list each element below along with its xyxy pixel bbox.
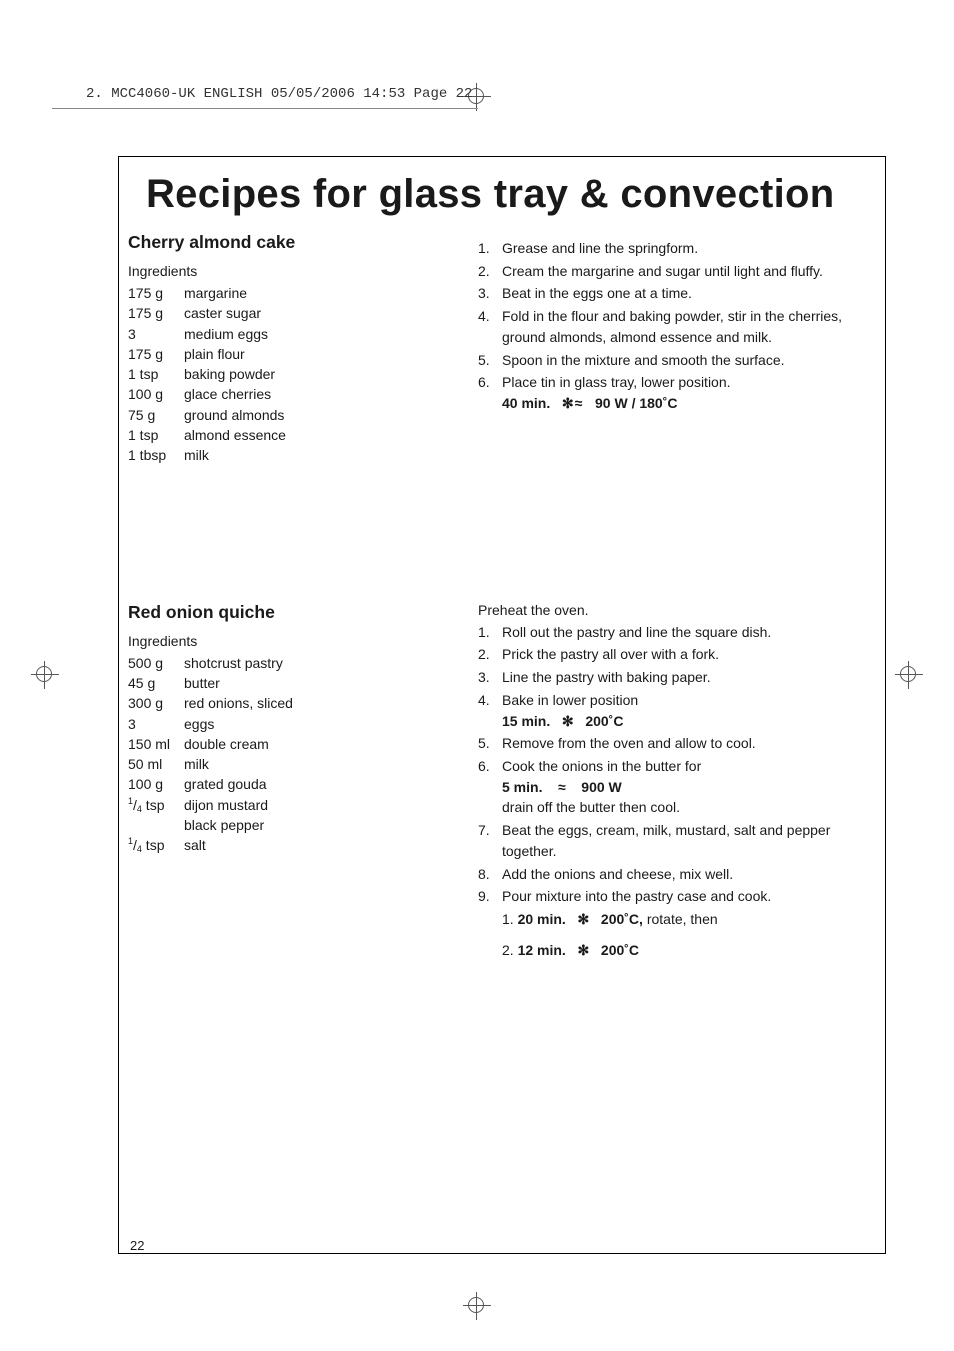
cook-setting: 5 min. 900 W	[502, 779, 622, 795]
ingredient-row: 1 tbspmilk	[128, 445, 458, 465]
ingredient-row: 300 gred onions, sliced	[128, 693, 458, 713]
ingredient-row: 100 gglace cherries	[128, 384, 458, 404]
preheat-text: Preheat the oven.	[478, 602, 878, 618]
ingredient-row: 175 gmargarine	[128, 283, 458, 303]
recipe-2-title: Red onion quiche	[128, 602, 458, 623]
step-text: Pour mixture into the pastry case and co…	[502, 888, 771, 904]
running-header-rule	[52, 108, 478, 109]
recipe-1-title: Cherry almond cake	[128, 232, 458, 253]
ingredients-list: 175 gmargarine 175 gcaster sugar 3medium…	[128, 283, 458, 466]
ingredient-row: 3eggs	[128, 714, 458, 734]
ingredient-row: 100 ggrated gouda	[128, 774, 458, 794]
ingredient-row: 50 mlmilk	[128, 754, 458, 774]
ingredients-list: 500 gshotcrust pastry 45 gbutter 300 gre…	[128, 653, 458, 856]
step: 8.Add the onions and cheese, mix well.	[478, 864, 878, 885]
ingredient-row: 1/4 tspdijon mustard	[128, 795, 458, 815]
method-steps: 1.Grease and line the springform. 2.Crea…	[478, 238, 878, 414]
step: 5.Remove from the oven and allow to cool…	[478, 733, 878, 754]
step: 2.Cream the margarine and sugar until li…	[478, 261, 878, 282]
step-text: Cook the onions in the butter for	[502, 758, 701, 774]
step: 4. Bake in lower position 15 min. 200˚C	[478, 690, 878, 731]
content-columns: Cherry almond cake Ingredients 175 gmarg…	[128, 232, 878, 1010]
step: 5.Spoon in the mixture and smooth the su…	[478, 350, 878, 371]
cook-setting: 2. 12 min. 200˚C	[502, 940, 878, 961]
step-text: Place tin in glass tray, lower position.	[502, 374, 731, 390]
ingredient-row: 1 tspbaking powder	[128, 364, 458, 384]
page: 2. MCC4060-UK ENGLISH 05/05/2006 14:53 P…	[0, 0, 954, 1351]
recipe-2-ingredients-label: Ingredients	[128, 633, 458, 649]
recipe-1-ingredients-label: Ingredients	[128, 263, 458, 279]
crop-mark-right	[894, 660, 924, 690]
step-text: Bake in lower position	[502, 692, 638, 708]
step: 3.Beat in the eggs one at a time.	[478, 283, 878, 304]
ingredient-row: 150 mldouble cream	[128, 734, 458, 754]
ingredient-row: 75 gground almonds	[128, 405, 458, 425]
step: 6. Cook the onions in the butter for 5 m…	[478, 756, 878, 818]
ingredient-row: black pepper	[128, 815, 458, 835]
recipe-1-method: 1.Grease and line the springform. 2.Crea…	[478, 232, 878, 466]
ingredient-row: 1 tspalmond essence	[128, 425, 458, 445]
page-title: Recipes for glass tray & convection	[146, 172, 835, 217]
recipe-2-method: Preheat the oven. 1.Roll out the pastry …	[478, 602, 878, 965]
cook-setting: 15 min. 200˚C	[502, 713, 623, 729]
ingredient-row: 500 gshotcrust pastry	[128, 653, 458, 673]
running-header: 2. MCC4060-UK ENGLISH 05/05/2006 14:53 P…	[86, 86, 472, 102]
microwave-icon	[558, 779, 566, 795]
ingredient-row: 3medium eggs	[128, 324, 458, 344]
step: 2.Prick the pastry all over with a fork.	[478, 644, 878, 665]
fan-icon	[578, 942, 590, 958]
step: 3.Line the pastry with baking paper.	[478, 667, 878, 688]
step: 9. Pour mixture into the pastry case and…	[478, 886, 878, 962]
ingredient-row: 175 gplain flour	[128, 344, 458, 364]
fan-icon	[578, 911, 590, 927]
cook-setting: 40 min. 90 W / 180˚C	[502, 395, 678, 411]
step-after-text: drain off the butter then cool.	[502, 799, 680, 815]
method-steps: 1.Roll out the pastry and line the squar…	[478, 622, 878, 963]
recipe-2-ingredients: Red onion quiche Ingredients 500 gshotcr…	[128, 602, 458, 965]
cook-setting: 1. 20 min. 200˚C, rotate, then	[502, 909, 878, 930]
ingredient-row: 45 gbutter	[128, 673, 458, 693]
step: 7.Beat the eggs, cream, milk, mustard, s…	[478, 820, 878, 861]
page-number: 22	[130, 1238, 144, 1253]
crop-mark-left	[30, 660, 60, 690]
fan-icon	[562, 713, 574, 729]
step: 1.Roll out the pastry and line the squar…	[478, 622, 878, 643]
microwave-icon	[575, 395, 584, 411]
ingredient-row: 175 gcaster sugar	[128, 303, 458, 323]
step: 4.Fold in the flour and baking powder, s…	[478, 306, 878, 347]
recipe-1-ingredients: Cherry almond cake Ingredients 175 gmarg…	[128, 232, 458, 466]
fan-icon	[562, 395, 575, 411]
crop-mark-bottom	[462, 1291, 492, 1321]
ingredient-row: 1/4 tspsalt	[128, 835, 458, 855]
step: 1.Grease and line the springform.	[478, 238, 878, 259]
step: 6. Place tin in glass tray, lower positi…	[478, 372, 878, 413]
